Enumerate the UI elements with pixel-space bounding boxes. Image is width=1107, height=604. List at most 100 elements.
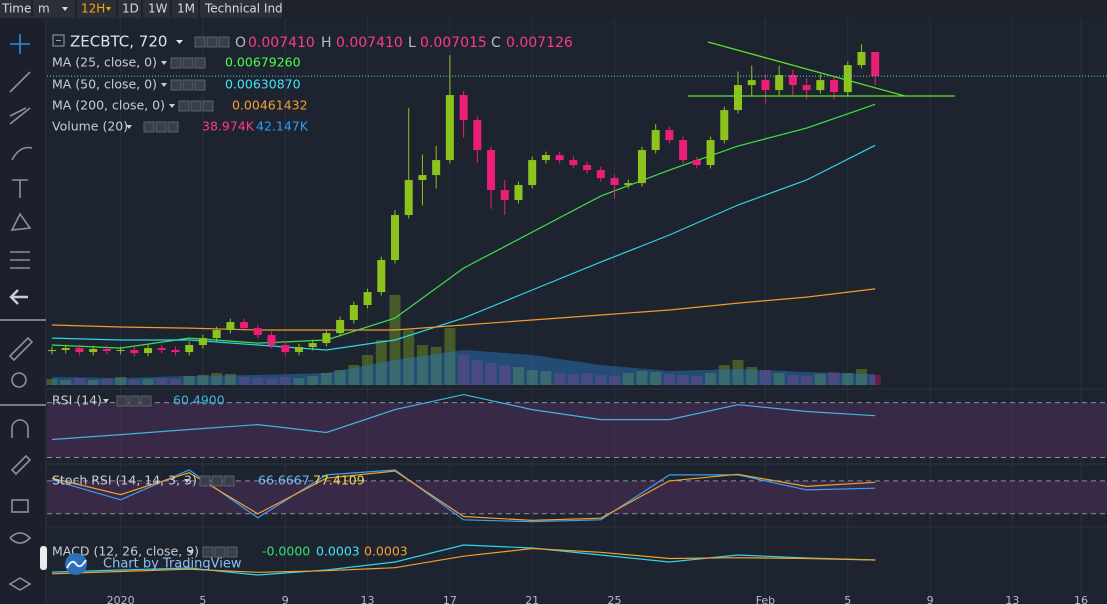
legend-icon[interactable]	[140, 395, 152, 407]
collapse-icon[interactable]	[52, 34, 65, 47]
toolbar-item[interactable]: 1M	[177, 2, 195, 16]
moving-average-line	[51, 103, 876, 349]
legend-icon[interactable]	[128, 395, 140, 407]
legend-text: MA (25, close, 0)	[52, 55, 157, 70]
x-tick-label: Feb	[756, 594, 775, 604]
dropdown-arrow	[62, 7, 68, 11]
volume-bar	[169, 379, 181, 385]
legend-icon[interactable]	[194, 79, 206, 91]
candle-body	[775, 75, 784, 91]
legend-icon[interactable]	[199, 475, 211, 487]
candle-body	[473, 120, 482, 151]
volume-bar	[663, 374, 675, 385]
volume-bar	[266, 379, 278, 385]
volume-bar	[801, 376, 813, 385]
legend-icon[interactable]	[202, 100, 214, 112]
volume-bar	[732, 360, 744, 385]
volume-bar	[814, 374, 826, 385]
candle-body	[541, 155, 550, 161]
legend-text: 60.4900	[173, 393, 225, 408]
candle-body	[294, 347, 303, 353]
toolbar-item[interactable]: m	[38, 2, 50, 16]
legend-icon[interactable]	[190, 100, 202, 112]
legend-icon[interactable]	[202, 546, 214, 558]
x-tick-label: 2020	[107, 594, 135, 604]
legend-icon[interactable]	[214, 546, 226, 558]
legend-text: 0.0003	[364, 544, 408, 559]
volume-bar	[307, 376, 319, 385]
toolbar-button[interactable]	[118, 0, 141, 18]
candle-body	[61, 348, 70, 351]
volume-bar	[403, 330, 415, 385]
candle-body	[185, 345, 194, 353]
legend-text: Stoch RSI (14, 14, 3, 3)	[52, 473, 197, 488]
candle-body	[253, 328, 262, 336]
x-tick-label: 5	[199, 594, 206, 604]
legend-icon[interactable]	[170, 79, 182, 91]
toolbar-button[interactable]	[77, 0, 116, 18]
toolbar-item[interactable]: 12H	[81, 2, 105, 16]
legend-icon[interactable]	[223, 475, 235, 487]
toolbar-button[interactable]	[172, 0, 198, 18]
indicator-line	[51, 544, 876, 576]
volume-bar	[855, 369, 867, 385]
dropdown-arrow[interactable]	[176, 40, 183, 44]
candle-body	[308, 343, 317, 348]
candle-body	[610, 178, 619, 186]
candle-body	[363, 292, 372, 306]
legend-icon[interactable]	[178, 100, 190, 112]
candle-body	[679, 140, 688, 161]
volume-bar	[691, 376, 703, 385]
legend-icon[interactable]	[143, 121, 155, 133]
candle-body	[75, 348, 84, 353]
volume-bar	[773, 373, 785, 385]
ohlc-key: C	[491, 35, 501, 51]
legend-icon[interactable]	[155, 121, 167, 133]
candle-body	[843, 65, 852, 93]
candle-body	[802, 85, 811, 91]
toolbar-item[interactable]: 1D	[122, 2, 139, 16]
volume-bar	[636, 371, 648, 385]
volume-bar	[499, 365, 511, 385]
dropdown-arrow	[126, 125, 132, 129]
toolbar-item[interactable]: Technical Ind	[204, 2, 283, 16]
candle-body	[267, 335, 276, 346]
candle-body	[130, 350, 139, 354]
tool-icons[interactable]	[0, 34, 46, 591]
scroll-handle[interactable]	[40, 546, 47, 570]
legend-icon[interactable]	[211, 475, 223, 487]
dropdown-arrow	[161, 61, 168, 65]
candle-body	[788, 75, 797, 86]
volume-bar	[46, 379, 58, 385]
volume-bar	[375, 340, 387, 385]
toolbar-item[interactable]: 1W	[148, 2, 168, 16]
toolbar-button[interactable]	[143, 0, 170, 18]
volume-bar	[224, 374, 236, 385]
legend-icon[interactable]	[226, 546, 238, 558]
volume-bar	[320, 373, 332, 385]
volume-bar	[828, 372, 840, 385]
legend-icon[interactable]	[194, 57, 206, 69]
legend-icon[interactable]	[206, 36, 218, 48]
legend-text: 0.00461432	[232, 98, 308, 113]
trend-line	[707, 41, 906, 97]
ohlc-value: 0.007410	[336, 35, 403, 51]
candle-body	[157, 348, 166, 351]
volume-bar	[595, 375, 607, 385]
toolbar-button[interactable]	[200, 0, 282, 18]
legend-icon[interactable]	[182, 79, 194, 91]
candle-body	[500, 190, 509, 201]
candle-body	[102, 348, 111, 352]
legend-icon[interactable]	[194, 36, 206, 48]
plot-area: 2020 5 9 13 17 21 25 Feb 5 9 13 16	[46, 18, 1107, 604]
legend-icon[interactable]	[167, 121, 179, 133]
legend-icon[interactable]	[116, 395, 128, 407]
toolbar-button[interactable]	[0, 0, 31, 18]
legend-icon[interactable]	[170, 57, 182, 69]
legend-icon[interactable]	[218, 36, 230, 48]
candle-body	[706, 140, 715, 166]
volume-ma-area	[52, 350, 876, 385]
legend-icon[interactable]	[182, 57, 194, 69]
toolbar-item[interactable]: Time	[1, 2, 31, 16]
toolbar-button[interactable]	[33, 0, 75, 18]
